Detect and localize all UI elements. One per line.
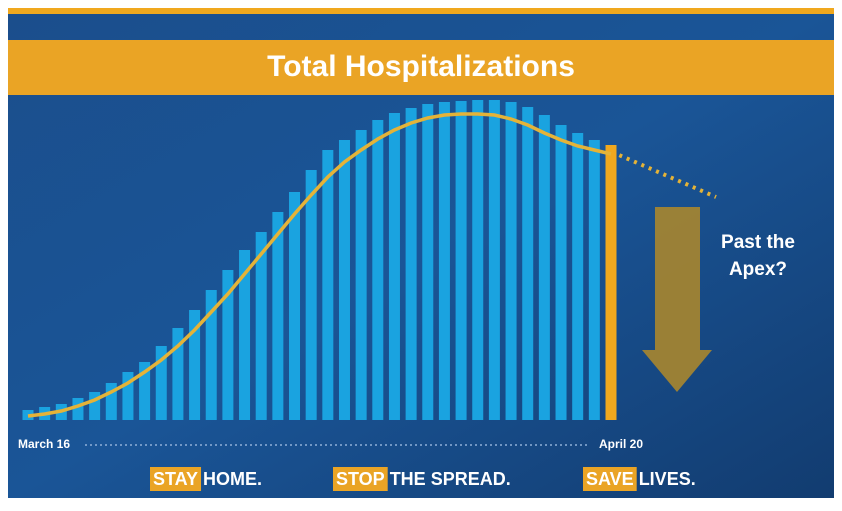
slogan-highlight-box [583,467,637,491]
slogan-highlight: SAVE [586,469,634,489]
bar [189,310,201,420]
bar [105,383,117,420]
bar [338,140,350,420]
bar [155,346,167,420]
down-arrow [642,207,712,392]
slogan-highlight-box [150,467,202,491]
bar [538,115,550,420]
bar [472,100,484,420]
annotation: Apex? [729,259,787,280]
bar [438,102,450,420]
bar [605,145,617,420]
slogan-highlight-box [333,467,388,491]
bar [272,212,284,420]
bar [555,125,567,420]
bar [122,372,134,420]
annotation: Past the [721,232,795,253]
slogan-text: LIVES. [639,469,696,489]
slogan-highlight: STAY [153,469,198,489]
bar [205,290,217,420]
bar [355,130,367,420]
bar [588,140,600,420]
bar [372,120,384,420]
bar [422,104,434,420]
bar [172,328,184,420]
bar [89,392,101,420]
bar [505,102,517,420]
slogan-text: HOME. [203,469,262,489]
bar [72,398,84,420]
bar [289,192,301,420]
bar [139,362,151,420]
bar [388,113,400,420]
title-bar [8,40,834,95]
bar [488,100,500,420]
bar [322,150,334,420]
trend-line [27,112,612,418]
bar [305,170,317,420]
x-tick-label: March 16 [18,437,70,451]
slogan-text: THE SPREAD. [390,469,511,489]
x-tick-label: April 20 [599,437,643,451]
projection-line [611,150,717,199]
slogans: STAY HOME. STOP THE SPREAD. SAVE LIVES. [150,467,696,491]
bar [222,270,234,420]
bar [455,101,467,420]
bar [239,250,251,420]
chart-title: Total Hospitalizations [267,50,575,83]
top-border [8,8,834,14]
bar [522,107,534,420]
bar [405,108,417,420]
slogan-highlight: STOP [336,469,385,489]
bar [255,232,267,420]
bar [572,133,584,420]
